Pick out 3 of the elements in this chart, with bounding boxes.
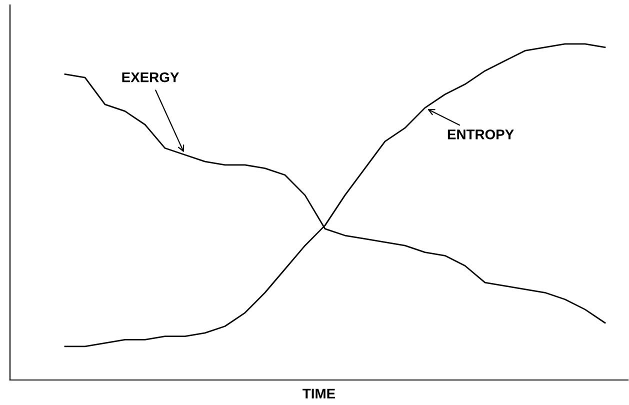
legend-label: ENTROPY bbox=[448, 129, 514, 140]
series-label: EXERGY bbox=[122, 72, 179, 82]
x-axis-title: TIME bbox=[302, 388, 336, 398]
